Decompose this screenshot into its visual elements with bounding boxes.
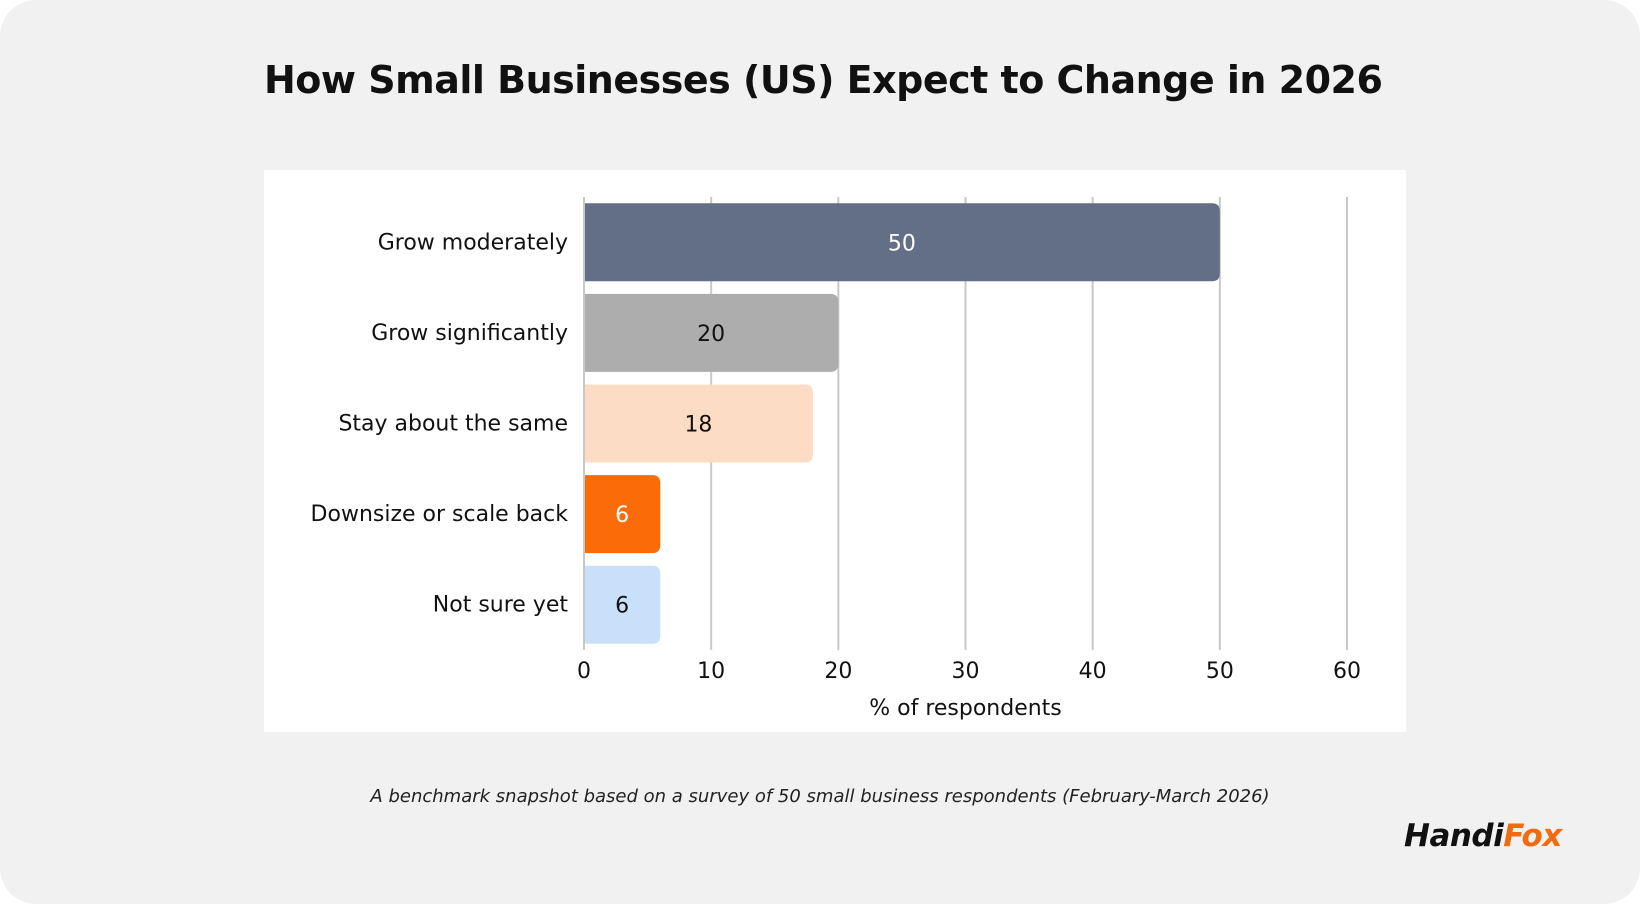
category-label: Downsize or scale back — [311, 502, 569, 527]
logo-part-1: Handi — [1404, 818, 1504, 854]
bar — [584, 293, 839, 372]
x-tick-label: 40 — [1079, 659, 1107, 684]
chart-panel: 50 Grow moderately 20 Grow significantly 18 S… — [264, 170, 1406, 732]
x-tick-label: 30 — [952, 659, 980, 684]
x-tick-label: 20 — [824, 659, 852, 684]
chart-caption: A benchmark snapshot based on a survey o… — [370, 786, 1270, 807]
chart-title: How Small Businesses (US) Expect to Chan… — [264, 58, 1383, 102]
category-label: Grow moderately — [378, 230, 568, 255]
x-axis-title: % of respondents — [869, 696, 1062, 721]
x-tick-label: 60 — [1333, 659, 1361, 684]
bar — [584, 384, 813, 463]
category-label: Stay about the same — [338, 412, 568, 437]
x-tick-label: 0 — [577, 659, 591, 684]
bar — [584, 203, 1220, 282]
handifox-logo: HandiFox — [1404, 818, 1562, 854]
bar-value-label: 20 — [697, 322, 725, 347]
bar-value-label: 6 — [615, 594, 629, 619]
bar-value-label: 50 — [888, 231, 916, 256]
bar-chart: 50 Grow moderately 20 Grow significantly 18 S… — [311, 197, 1361, 721]
logo-part-2: Fox — [1503, 818, 1562, 854]
category-label: Not sure yet — [433, 593, 569, 618]
bar — [584, 565, 661, 644]
category-label: Grow significantly — [371, 321, 568, 346]
x-tick-label: 50 — [1206, 659, 1234, 684]
bar — [584, 475, 661, 554]
x-tick-label: 10 — [697, 659, 725, 684]
bar-value-label: 18 — [684, 413, 712, 438]
bar-value-label: 6 — [615, 503, 629, 528]
